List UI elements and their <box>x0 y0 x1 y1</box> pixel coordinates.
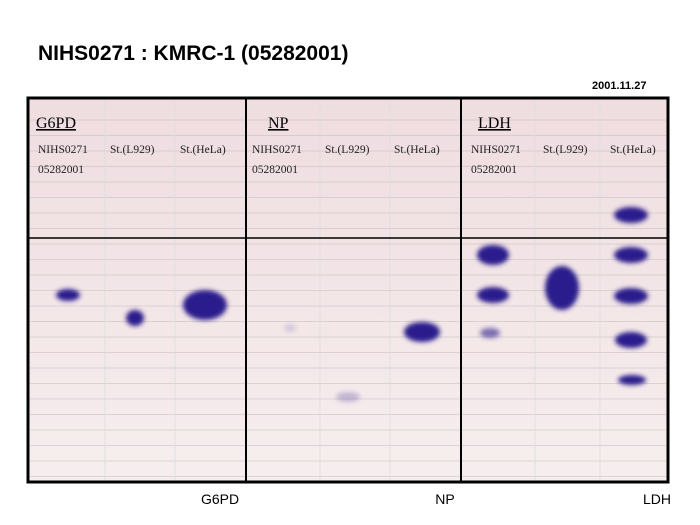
band <box>126 310 144 326</box>
band <box>284 324 296 332</box>
band <box>336 392 360 402</box>
lane-label: St.(L929) <box>543 144 588 156</box>
lane-label: St.(L929) <box>325 144 370 156</box>
figure-title: NIHS0271 : KMRC-1 (05282001) <box>38 42 348 65</box>
labels: G6PD NIHS0271 05282001 St.(L929) St.(HeLa) G6… <box>36 115 671 507</box>
lane-label: NIHS0271 <box>252 144 302 156</box>
band <box>404 322 440 342</box>
band <box>618 375 646 385</box>
panel-name: NP <box>268 115 289 132</box>
panel-name: LDH <box>478 115 511 132</box>
panel-name: G6PD <box>36 115 76 132</box>
band <box>615 332 647 348</box>
lane-label: St.(HeLa) <box>394 144 440 156</box>
bands <box>56 207 648 402</box>
lane-label: 05282001 <box>252 164 298 176</box>
lane-label: NIHS0271 <box>38 144 88 156</box>
panel-caption: NP <box>435 491 454 507</box>
band <box>477 245 509 265</box>
band <box>614 288 648 304</box>
date: 2001.11.27 <box>592 80 646 92</box>
band <box>480 328 500 338</box>
panel-caption: LDH <box>643 491 671 507</box>
lane-label: 05282001 <box>38 164 84 176</box>
band <box>183 290 227 320</box>
lane-label: St.(L929) <box>110 144 155 156</box>
lane-label: NIHS0271 <box>471 144 521 156</box>
gel-frame <box>26 96 670 484</box>
panel-caption: G6PD <box>201 491 239 507</box>
lane-label: 05282001 <box>471 164 517 176</box>
band <box>545 266 579 310</box>
band <box>56 289 80 301</box>
lane-label: St.(HeLa) <box>180 144 226 156</box>
band <box>614 247 648 263</box>
lane-label: St.(HeLa) <box>610 144 656 156</box>
band <box>614 207 648 223</box>
band <box>477 287 509 303</box>
